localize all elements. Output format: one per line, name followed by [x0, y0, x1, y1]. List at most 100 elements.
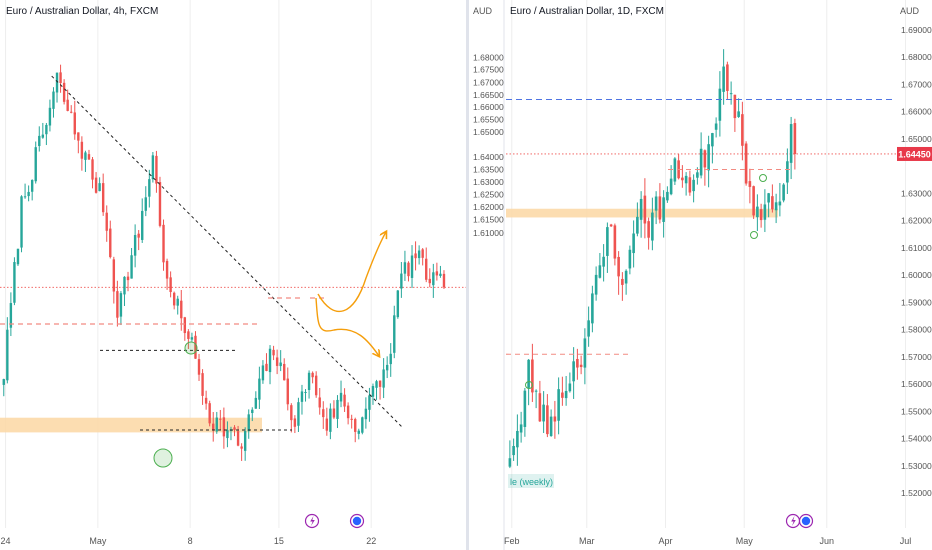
candle-body [87, 154, 91, 160]
y-tick-label: 1.62000 [473, 202, 504, 212]
candle-body [371, 386, 375, 397]
candle-body [613, 225, 617, 259]
candle-body [329, 408, 332, 432]
right-price-axis[interactable]: 1.69000 1.68000 1.67000 1.66000 1.65000 1.630… [901, 25, 932, 498]
y-tick-label: 1.66000 [901, 107, 932, 117]
candle-body [137, 233, 140, 238]
candle-body [180, 300, 183, 319]
y-tick-label: 1.69000 [901, 25, 932, 35]
candle-body [546, 405, 549, 435]
candle-body [6, 329, 9, 381]
candle-body [748, 181, 752, 187]
candle-body [247, 414, 250, 432]
candle-body [201, 373, 204, 396]
candle-body [763, 204, 767, 220]
chart-panel-4h[interactable]: 1.64450 Euro / Australian Dollar, 4h, FX… [0, 0, 628, 550]
candle-body [729, 93, 733, 95]
candle-body [261, 365, 265, 381]
candle-body [34, 147, 37, 182]
candle-body [339, 392, 343, 402]
candle-body [752, 186, 755, 216]
y-tick-label: 1.66500 [473, 90, 504, 100]
candle-body [786, 161, 789, 183]
pivot-marker-circle [759, 174, 767, 182]
y-tick-label: 1.65500 [473, 115, 504, 125]
x-tick-label: Feb [504, 536, 520, 546]
candle-body [407, 262, 410, 277]
candle-body [322, 409, 325, 418]
candle-body [410, 255, 414, 278]
y-tick-label: 1.64000 [473, 152, 504, 162]
x-tick-label: 8 [188, 536, 193, 546]
candle-body [673, 158, 677, 182]
candle-body [293, 418, 297, 427]
candle-body [73, 112, 76, 135]
candle-body [286, 378, 289, 405]
candle-body [314, 375, 318, 396]
candle-body [311, 372, 314, 378]
candle-body [741, 114, 744, 146]
candle-body [591, 293, 594, 324]
candle-body [572, 361, 575, 382]
candle-body [696, 172, 699, 178]
candle-body [684, 175, 688, 184]
x-axis-labels: Feb Mar Apr May Jun Jul [504, 536, 911, 546]
candle-body [20, 196, 23, 248]
candle-body [70, 111, 73, 113]
y-tick-label: 1.65000 [473, 127, 504, 137]
candle-body [243, 431, 247, 451]
chart-title: Euro / Australian Dollar, 4h, FXCM [6, 6, 158, 17]
chart-panel-1d[interactable]: le (weekly) 1.64450 AUD Euro / Australian… [469, 0, 932, 550]
candle-body [636, 216, 639, 234]
support-annotations [0, 286, 466, 433]
candle-body [126, 276, 130, 281]
candle-body [778, 201, 782, 206]
y-tick-label: 1.59000 [901, 297, 932, 307]
candle-body [516, 430, 519, 448]
candle-body [357, 430, 360, 434]
candle-body [621, 278, 624, 285]
candle-body [13, 262, 16, 303]
candles-1d [508, 49, 797, 469]
candle-body [176, 298, 179, 306]
candle-body [183, 317, 187, 334]
candle-body [538, 393, 542, 422]
candle-body [557, 389, 560, 421]
candle-body [583, 338, 587, 368]
candle-body [789, 124, 793, 163]
candle-body [101, 183, 105, 213]
left-price-axis[interactable]: 1.68000 1.67500 1.67000 1.66500 1.66000 1.655… [473, 53, 504, 238]
candle-body [382, 369, 385, 388]
candle-body [531, 359, 534, 393]
y-tick-label: 1.63000 [473, 177, 504, 187]
candle-body [251, 409, 254, 414]
right-axis-currency: AUD [900, 6, 920, 16]
y-tick-label: 1.63000 [901, 188, 932, 198]
candle-body [236, 431, 240, 446]
candle-body [714, 123, 718, 130]
candle-body [27, 191, 30, 197]
candle-body [30, 180, 34, 192]
candle-body [215, 417, 218, 432]
panel-divider[interactable] [466, 0, 469, 550]
candle-body [190, 337, 194, 340]
candle-body [109, 228, 112, 258]
candle-body [587, 320, 590, 337]
candle-body [393, 315, 396, 353]
candle-body [428, 278, 431, 284]
last-price-label: 1.64450 [898, 149, 931, 159]
candle-body [651, 212, 654, 241]
left-axis-currency: AUD [473, 6, 493, 16]
weekly-label-background [508, 474, 554, 488]
candle-body [332, 408, 336, 418]
candle-body [38, 135, 41, 147]
candle-body [632, 233, 635, 254]
x-tick-label: May [736, 536, 754, 546]
candle-body [45, 124, 48, 135]
candle-body [165, 260, 169, 279]
y-tick-label: 1.57000 [901, 352, 932, 362]
candle-body [756, 206, 759, 218]
candle-body [793, 123, 797, 154]
candle-body [48, 107, 52, 126]
